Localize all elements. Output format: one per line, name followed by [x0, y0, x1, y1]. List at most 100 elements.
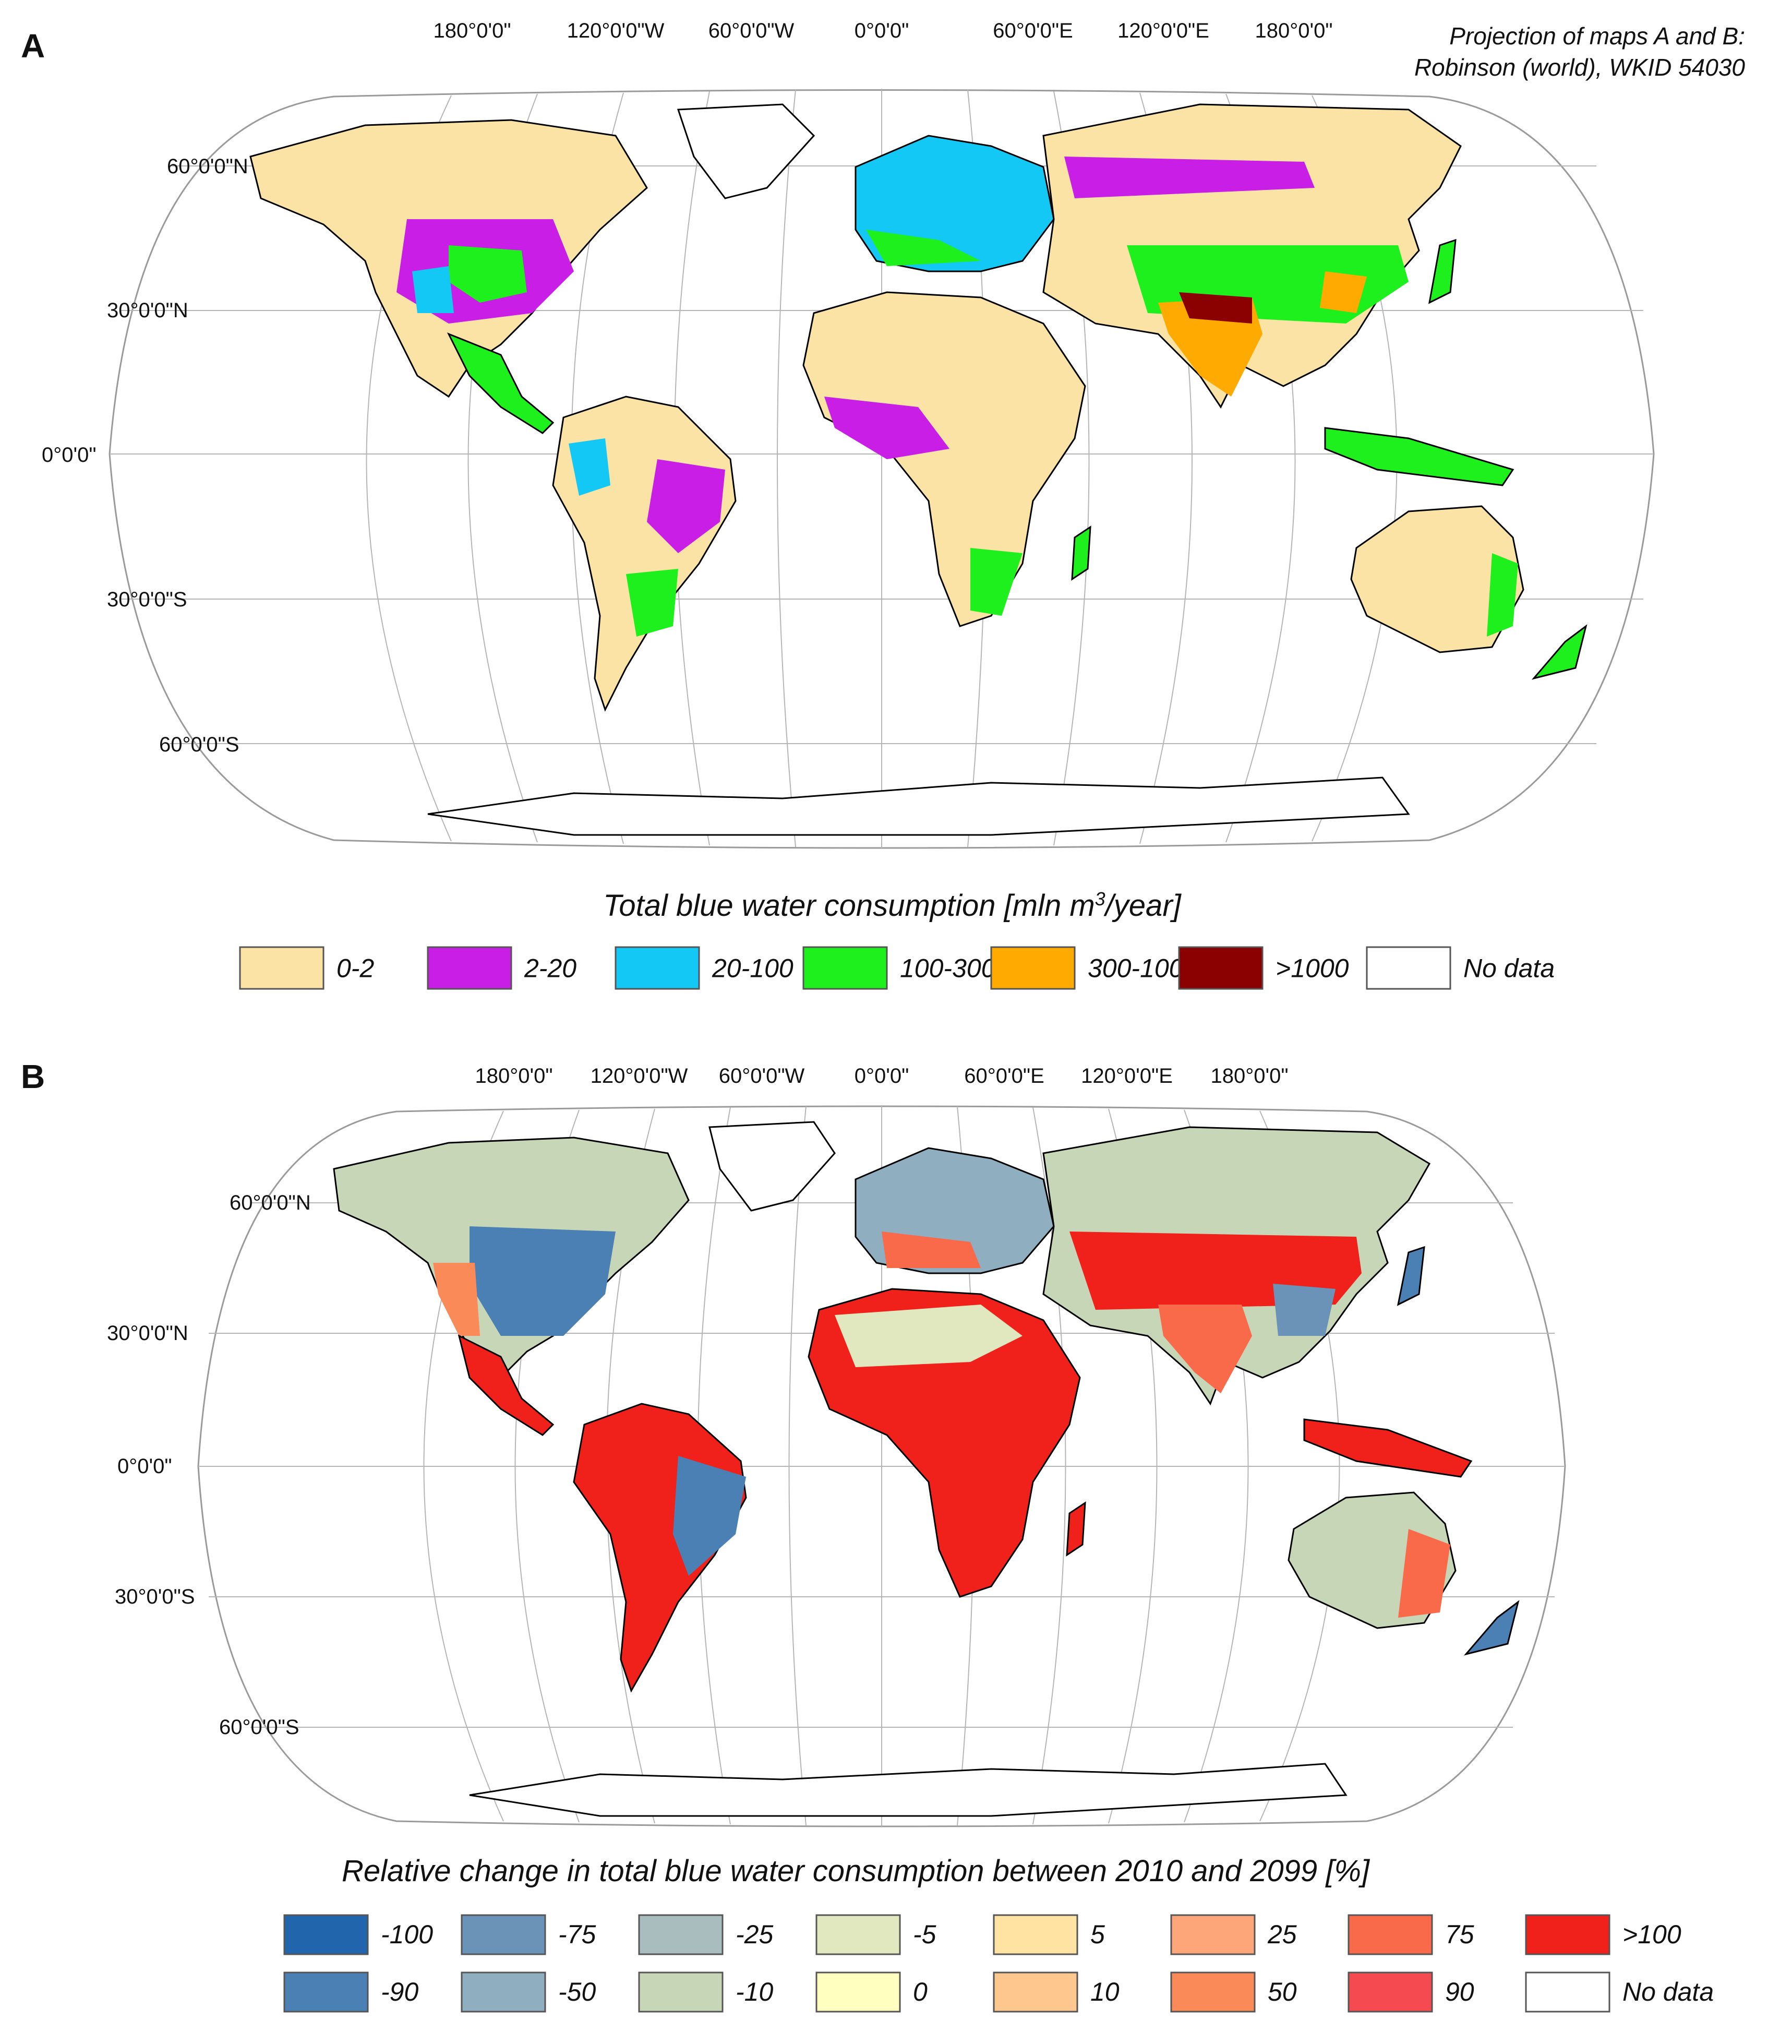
map-b-legend-row2-swatch-8 [1525, 1971, 1610, 2013]
map-a-lon-label-5: 60°0'0"E [993, 19, 1073, 42]
map-b-legend-row2-swatch-7 [1348, 1971, 1433, 2013]
map-a-land [249, 103, 1587, 836]
map-b-lat-label-1: 60°0'0"N [230, 1191, 311, 1214]
map-a-legend-swatch-6 [1178, 946, 1264, 990]
map-b-lon-label-6: 120°0'0"E [1081, 1065, 1173, 1087]
map-b-lat-label-4: 30°0'0"S [115, 1585, 195, 1608]
map-b: B [21, 1058, 1714, 2013]
map-b-legend-row1-swatch-4 [815, 1914, 901, 1955]
map-a-southeast-asia [1324, 427, 1514, 486]
map-b-legend-row2-label-4: 0 [913, 1977, 928, 2006]
map-b-lon-label-7: 180°0'0" [1210, 1065, 1288, 1087]
panel-letter-a: A [21, 27, 45, 65]
map-b-lon-label-4: 0°0'0" [855, 1065, 909, 1087]
map-a-lat-label-2: 30°0'0"N [107, 299, 188, 322]
map-a-legend-label-2: 2-20 [524, 954, 576, 983]
map-b-legend-row2-label-1: -90 [381, 1977, 418, 2006]
map-b-new-zealand [1463, 1600, 1520, 1656]
map-a-australia-green [1487, 553, 1518, 637]
map-a-japan [1428, 238, 1457, 304]
map-a-legend: 0-2 2-20 20-100 100-300 300-1000 >1000 No data [239, 946, 1555, 990]
map-a-legend-label-6: >1000 [1276, 954, 1349, 983]
projection-note-line1: Projection of maps A and B: [1449, 22, 1745, 50]
map-b-india [1158, 1305, 1252, 1393]
map-b-lat-label-5: 60°0'0"S [219, 1716, 299, 1739]
map-b-southeast-asia [1303, 1418, 1473, 1478]
map-b-madagascar [1066, 1501, 1086, 1557]
map-b-legend-row1-swatch-6 [1170, 1914, 1256, 1955]
map-a-legend-label-1: 0-2 [336, 954, 374, 983]
map-b-legend-row2-label-2: -50 [558, 1977, 596, 2006]
map-b-legend-row1-label-2: -75 [558, 1920, 596, 1949]
map-b-legend: -100 -75 -25 -5 5 25 75 >100-90 -50 -10 0 10 50 90 No … [283, 1914, 1714, 2013]
map-a-na-cyan [412, 266, 454, 313]
map-b-lat-label-3: 0°0'0" [117, 1455, 172, 1478]
map-a-central-america [447, 332, 555, 434]
map-b-legend-row2-swatch-6 [1170, 1971, 1256, 2013]
map-b-lat-labels: 60°0'0"N 30°0'0"N 0°0'0" 30°0'0"S 60°0'0… [107, 1191, 311, 1739]
map-b-legend-row1-swatch-7 [1348, 1914, 1433, 1955]
map-b-sa-blue [673, 1456, 746, 1576]
map-a-europe-green [866, 230, 981, 266]
map-a-legend-title-end: /year] [1103, 889, 1182, 923]
map-b-legend-row2-swatch-3 [638, 1971, 724, 2013]
map-a-lat-label-4: 30°0'0"S [107, 588, 187, 611]
map-a: A Projection of maps A and B: Robinson (… [21, 19, 1745, 990]
map-b-antarctica [469, 1763, 1348, 1817]
map-b-lon-labels: 180°0'0" 120°0'0"W 60°0'0"W 0°0'0" 60°0'… [475, 1065, 1288, 1087]
map-a-legend-title-main: Total blue water consumption [mln m [603, 889, 1095, 923]
map-a-madagascar [1071, 525, 1091, 581]
map-a-legend-swatch-5 [990, 946, 1076, 990]
map-b-legend-row2-swatch-1 [283, 1971, 369, 2013]
map-a-legend-swatch-7 [1366, 946, 1451, 990]
map-b-legend-row2-label-5: 10 [1090, 1977, 1120, 2006]
map-a-lon-labels: 180°0'0" 120°0'0"W 60°0'0"W 0°0'0" 60°0'… [433, 19, 1332, 42]
map-a-africa-green [970, 548, 1023, 616]
map-b-legend-row2-label-7: 90 [1445, 1977, 1474, 2006]
map-b-greenland [708, 1121, 836, 1212]
map-b-lat-label-2: 30°0'0"N [107, 1322, 188, 1345]
map-b-na-orange [433, 1263, 480, 1336]
map-b-legend-row1-swatch-3 [638, 1914, 724, 1955]
map-b-legend-row1-label-3: -25 [736, 1920, 773, 1949]
map-a-lon-label-6: 120°0'0"E [1117, 19, 1209, 42]
map-b-legend-row2-swatch-4 [815, 1971, 901, 2013]
map-a-lat-label-5: 60°0'0"S [159, 733, 239, 756]
map-a-lon-label-1: 180°0'0" [433, 19, 511, 42]
map-a-asia-purple [1064, 157, 1315, 198]
map-a-sa-cyan [569, 438, 610, 496]
map-a-sa-green [626, 569, 678, 637]
map-b-europe-red [882, 1232, 981, 1268]
map-a-na-green [449, 245, 527, 303]
map-b-mexico [458, 1334, 555, 1436]
map-b-legend-title: Relative change in total blue water cons… [342, 1854, 1370, 1888]
map-b-legend-row1-label-5: 5 [1090, 1920, 1105, 1949]
map-a-lat-label-1: 60°0'0"N [167, 155, 248, 178]
map-a-china-orange [1320, 271, 1367, 313]
map-a-legend-label-3: 20-100 [712, 954, 793, 983]
map-a-legend-title: Total blue water consumption [mln m3/yea… [603, 888, 1182, 923]
map-a-lon-label-2: 120°0'0"W [567, 19, 665, 42]
map-b-legend-row1-label-4: -5 [913, 1920, 936, 1949]
map-a-lat-labels: 60°0'0"N 30°0'0"N 0°0'0" 30°0'0"S 60°0'0… [42, 155, 248, 756]
map-b-sahara [835, 1305, 1023, 1367]
map-a-legend-swatch-2 [427, 946, 512, 990]
map-b-legend-row2-label-6: 50 [1268, 1977, 1297, 2006]
map-a-greenland [677, 103, 815, 199]
map-b-legend-row1-label-6: 25 [1267, 1920, 1297, 1949]
map-a-legend-label-4: 100-300 [900, 954, 996, 983]
map-b-asia-blue [1273, 1284, 1336, 1336]
map-b-lon-label-5: 60°0'0"E [964, 1065, 1044, 1087]
map-b-legend-row1-swatch-2 [461, 1914, 546, 1955]
map-b-legend-row1-label-7: 75 [1445, 1920, 1474, 1949]
map-a-africa-purple [824, 397, 949, 459]
map-b-lon-label-2: 120°0'0"W [591, 1065, 688, 1087]
map-a-legend-swatch-4 [802, 946, 888, 990]
map-b-lon-label-3: 60°0'0"W [719, 1065, 805, 1087]
map-a-legend-swatch-1 [239, 946, 324, 990]
map-a-lon-label-3: 60°0'0"W [708, 19, 795, 42]
map-a-india-dark [1179, 292, 1252, 324]
map-a-sa-purple [647, 459, 725, 553]
map-b-legend-row2-label-8: No data [1622, 1977, 1714, 2006]
map-b-australia-red [1398, 1529, 1450, 1618]
